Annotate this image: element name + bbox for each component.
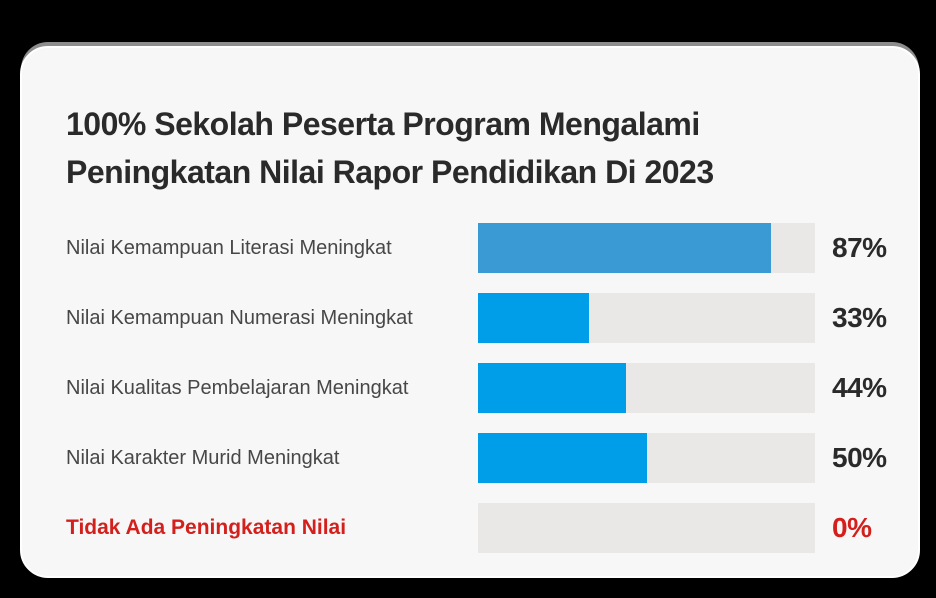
bar-track — [478, 363, 815, 413]
bar-track — [478, 293, 815, 343]
bar-row: Nilai Kemampuan Numerasi Meningkat 33% — [66, 293, 888, 343]
bar-row: Nilai Karakter Murid Meningkat 50% — [66, 433, 888, 483]
bar-fill — [478, 433, 647, 483]
infographic-card: 100% Sekolah Peserta Program Mengalami P… — [20, 46, 920, 578]
chart-title: 100% Sekolah Peserta Program Mengalami P… — [66, 100, 888, 196]
bar-fill — [478, 293, 590, 343]
row-value: 33% — [832, 302, 887, 333]
row-label: Nilai Kemampuan Literasi Meningkat — [66, 236, 392, 259]
chart-title-line-1: 100% Sekolah Peserta Program Mengalami — [66, 106, 700, 142]
row-label: Nilai Kemampuan Numerasi Meningkat — [66, 306, 413, 329]
row-value: 87% — [832, 232, 887, 263]
bar-row: Nilai Kemampuan Literasi Meningkat 87% — [66, 223, 888, 273]
bar-fill — [478, 223, 772, 273]
bar-row: Tidak Ada Peningkatan Nilai 0% — [66, 503, 888, 553]
bar-rows: Nilai Kemampuan Literasi Meningkat 87% N… — [66, 223, 888, 553]
bar-row: Nilai Kualitas Pembelajaran Meningkat 44… — [66, 363, 888, 413]
bar-track — [478, 223, 815, 273]
row-label: Nilai Karakter Murid Meningkat — [66, 446, 340, 469]
row-value: 0% — [832, 512, 872, 543]
row-value: 44% — [832, 372, 887, 403]
bar-fill — [478, 363, 627, 413]
row-value: 50% — [832, 442, 887, 473]
bar-track — [478, 433, 815, 483]
row-label: Tidak Ada Peningkatan Nilai — [66, 516, 347, 539]
bar-track — [478, 503, 815, 553]
row-label: Nilai Kualitas Pembelajaran Meningkat — [66, 376, 409, 399]
chart-title-line-2: Peningkatan Nilai Rapor Pendidikan Di 20… — [66, 154, 714, 190]
